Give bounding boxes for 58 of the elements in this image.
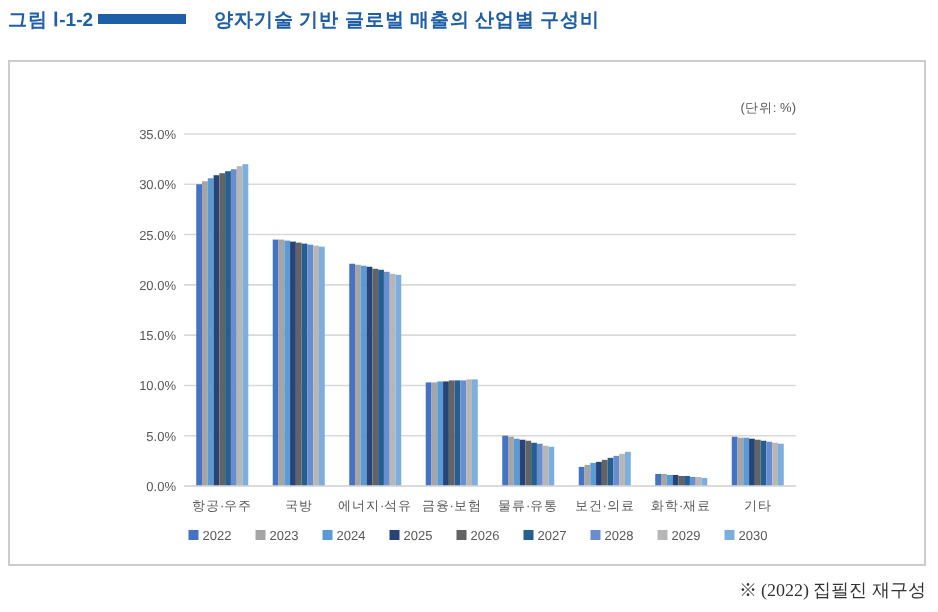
bar	[772, 442, 778, 486]
bar	[684, 475, 690, 486]
bar	[601, 459, 608, 486]
chart-title: 양자기술 기반 글로벌 매출의 산업별 구성비	[214, 10, 601, 32]
bar	[777, 443, 784, 486]
bar	[754, 439, 761, 486]
bar	[313, 245, 319, 486]
bar	[590, 462, 597, 486]
bar	[666, 474, 673, 486]
text: ※ (2022) 집필진 재구성	[738, 580, 926, 600]
bar	[202, 181, 208, 486]
bar	[624, 451, 631, 486]
bar	[613, 455, 620, 486]
bar	[749, 438, 755, 486]
bar	[219, 173, 226, 486]
bar	[471, 379, 478, 486]
bar	[225, 171, 231, 486]
bar	[731, 436, 738, 486]
bar	[307, 244, 314, 486]
bar	[466, 379, 472, 486]
bar	[689, 476, 696, 486]
bar	[284, 240, 291, 486]
bar	[531, 442, 537, 486]
bar	[743, 437, 750, 486]
bar	[318, 246, 325, 486]
bar	[508, 436, 514, 486]
bar	[448, 380, 455, 486]
bar	[207, 178, 214, 486]
bar	[425, 382, 432, 486]
bar	[295, 242, 302, 486]
bar	[460, 380, 467, 486]
bar	[661, 473, 667, 486]
bar	[502, 435, 509, 486]
bar	[372, 268, 379, 486]
bar	[513, 438, 520, 486]
bar	[378, 269, 384, 486]
bar	[443, 381, 449, 486]
bar	[242, 164, 249, 486]
bar	[548, 446, 555, 486]
bar	[525, 440, 532, 486]
bar	[655, 473, 662, 486]
bar	[766, 441, 773, 486]
bar	[437, 381, 444, 486]
bar	[578, 466, 585, 486]
bar	[349, 263, 356, 486]
bar	[230, 169, 237, 486]
chart-subtitle: 그림 Ⅰ-1-2	[8, 10, 94, 32]
bar	[678, 475, 685, 486]
bar	[596, 461, 602, 486]
bar	[395, 274, 402, 486]
bar	[536, 443, 543, 486]
bar	[196, 184, 203, 486]
bar	[355, 264, 361, 486]
bar	[272, 239, 279, 486]
bar	[360, 265, 367, 486]
bar	[383, 271, 390, 486]
bar	[290, 241, 296, 486]
bar	[619, 453, 625, 486]
